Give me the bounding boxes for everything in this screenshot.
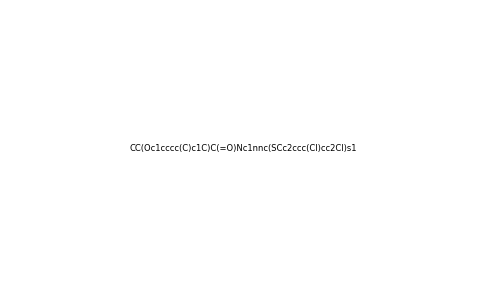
Text: CC(Oc1cccc(C)c1C)C(=O)Nc1nnc(SCc2ccc(Cl)cc2Cl)s1: CC(Oc1cccc(C)c1C)C(=O)Nc1nnc(SCc2ccc(Cl)…: [129, 144, 357, 154]
